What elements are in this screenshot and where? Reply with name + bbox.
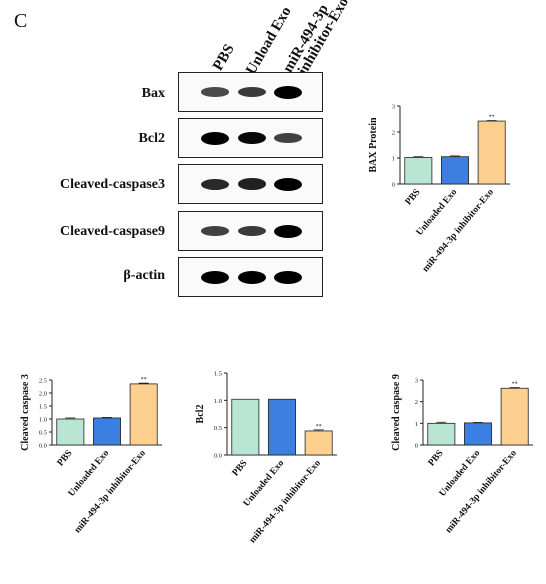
blot-band bbox=[201, 270, 229, 284]
y-tick-label: 1 bbox=[415, 421, 418, 428]
significance-mark: ** bbox=[512, 382, 518, 388]
y-tick-label: 3 bbox=[392, 104, 395, 111]
blot-band bbox=[238, 86, 266, 98]
y-tick-label: 1.5 bbox=[214, 371, 222, 378]
y-tick-label: 2 bbox=[415, 399, 418, 406]
y-tick-label: 3 bbox=[415, 378, 418, 385]
blot-label-cleaved-caspase3: Cleaved-caspase3 bbox=[60, 177, 165, 192]
bar bbox=[464, 422, 492, 446]
y-tick-label: 2.0 bbox=[39, 391, 47, 398]
blot-band bbox=[274, 270, 302, 284]
blot-label-cleaved-caspase9: Cleaved-caspase9 bbox=[60, 224, 165, 239]
blot-band bbox=[238, 131, 266, 145]
bar bbox=[477, 120, 506, 185]
blot-strip-cleaved-caspase3 bbox=[178, 164, 323, 204]
blot-strip-cleaved-caspase9 bbox=[178, 211, 323, 251]
blot-strip-bax bbox=[178, 72, 323, 112]
blot-band bbox=[238, 225, 266, 237]
blot-label-beta-actin: β-actin bbox=[123, 268, 165, 283]
bar bbox=[427, 422, 456, 446]
blot-strip-beta-actin bbox=[178, 257, 323, 297]
blot-band bbox=[274, 224, 302, 238]
significance-mark: ** bbox=[316, 424, 322, 430]
y-tick-label: 2 bbox=[392, 130, 395, 137]
bar bbox=[231, 398, 260, 456]
bar bbox=[93, 417, 121, 446]
blot-label-bax: Bax bbox=[141, 86, 165, 101]
blot-band bbox=[201, 131, 229, 145]
bar bbox=[500, 387, 529, 446]
bar bbox=[404, 157, 433, 185]
blot-band bbox=[238, 178, 266, 190]
blot-band bbox=[274, 177, 302, 191]
y-axis-label: Bcl2 bbox=[195, 405, 206, 424]
bar bbox=[304, 430, 333, 456]
blot-band bbox=[274, 85, 302, 99]
significance-mark: ** bbox=[489, 115, 495, 121]
x-tick-label: PBS bbox=[427, 449, 446, 469]
y-tick-label: 0 bbox=[392, 182, 395, 189]
y-axis-label: BAX Protein bbox=[368, 117, 379, 173]
blot-band bbox=[201, 178, 229, 190]
y-tick-label: 1.5 bbox=[39, 404, 47, 411]
y-tick-label: 0.0 bbox=[214, 453, 222, 460]
blot-strip-bcl2 bbox=[178, 118, 323, 158]
blot-label-bcl2: Bcl2 bbox=[138, 131, 165, 146]
blot-band bbox=[201, 87, 229, 97]
y-axis-label: Cleaved caspase 3 bbox=[20, 374, 31, 451]
y-tick-label: 1 bbox=[392, 156, 395, 163]
blot-band bbox=[274, 133, 302, 143]
y-tick-label: 1.0 bbox=[214, 398, 222, 405]
y-tick-label: 0.5 bbox=[39, 430, 47, 437]
y-tick-label: 0 bbox=[415, 443, 418, 450]
y-tick-label: 1.0 bbox=[39, 417, 47, 424]
x-tick-label: miR-494-3p inhibitor-Exo bbox=[444, 448, 519, 535]
blot-band bbox=[238, 270, 266, 284]
y-tick-label: 0.5 bbox=[214, 425, 222, 432]
y-tick-label: 2.5 bbox=[39, 378, 47, 385]
y-tick-label: 0.0 bbox=[39, 443, 47, 450]
blot-band bbox=[201, 226, 229, 236]
bar bbox=[441, 156, 469, 185]
panel-letter: C bbox=[14, 10, 28, 32]
significance-mark: ** bbox=[141, 377, 147, 383]
y-axis-label: Cleaved caspase 9 bbox=[391, 374, 402, 451]
bar bbox=[268, 398, 296, 456]
